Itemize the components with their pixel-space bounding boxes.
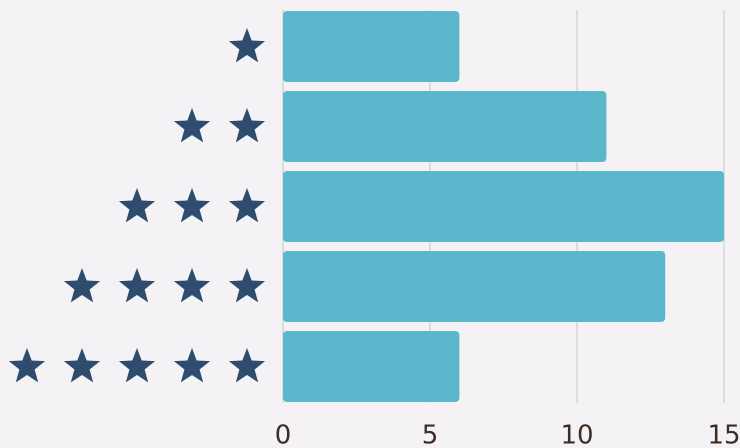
- star: [228, 348, 266, 383]
- x-tick-label: 10: [560, 421, 593, 448]
- star: [173, 348, 211, 383]
- star: [8, 348, 46, 383]
- bar: [283, 171, 724, 242]
- bar: [283, 331, 460, 402]
- star: [118, 268, 156, 303]
- star-rating: [63, 268, 266, 303]
- star: [118, 348, 156, 383]
- x-tick-label: 15: [707, 421, 740, 448]
- star: [228, 268, 266, 303]
- x-tick-label: 5: [422, 421, 439, 448]
- star: [63, 268, 101, 303]
- star-rating: [173, 108, 266, 143]
- star: [173, 188, 211, 223]
- star: [228, 188, 266, 223]
- star: [63, 348, 101, 383]
- star: [173, 268, 211, 303]
- star-rating: [118, 188, 266, 223]
- star: [118, 188, 156, 223]
- bar: [283, 91, 607, 162]
- star: [228, 108, 266, 143]
- star: [228, 28, 266, 63]
- star-rating: [228, 28, 266, 63]
- star: [173, 108, 211, 143]
- bar: [283, 251, 666, 322]
- star-rating: [8, 348, 266, 383]
- bar: [283, 11, 460, 82]
- x-tick-label: 0: [275, 421, 292, 448]
